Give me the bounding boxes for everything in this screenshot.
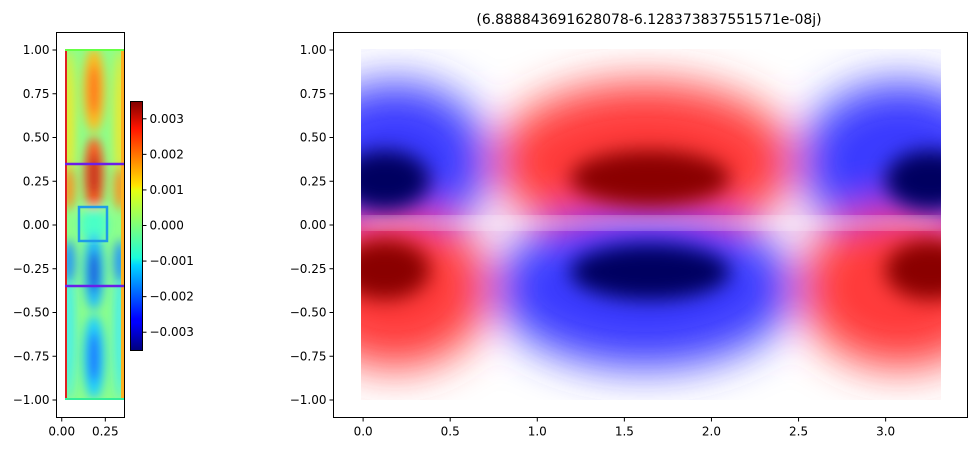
right-x-tick-label: 0.5 bbox=[441, 425, 460, 439]
left-y-tick-label: −0.75 bbox=[13, 349, 50, 363]
left-y-tick-label: 0.50 bbox=[23, 131, 50, 145]
left-x-tick-label: 0.00 bbox=[48, 425, 75, 439]
right-x-tick-label: 2.5 bbox=[789, 425, 808, 439]
right-chart-title: (6.888843691628078-6.128373837551571e-08… bbox=[476, 12, 821, 28]
colorbar-gradient bbox=[130, 101, 142, 350]
right-x-tick-label: 2.0 bbox=[702, 425, 721, 439]
colorbar-tick-label: 0.001 bbox=[150, 183, 184, 197]
colorbar-tick-label: 0.002 bbox=[150, 147, 184, 161]
colorbar-tick-label: 0.003 bbox=[150, 112, 184, 126]
left-y-tick-label: 0.75 bbox=[23, 87, 50, 101]
right-heatmap-panel: (6.888843691628078-6.128373837551571e-08… bbox=[290, 12, 968, 439]
left-y-tick-label: 0.00 bbox=[23, 218, 50, 232]
right-x-tick-label: 0.0 bbox=[354, 425, 373, 439]
right-y-tick-label: −0.75 bbox=[290, 349, 327, 363]
right-x-tick-label: 3.0 bbox=[876, 425, 895, 439]
left-heatmap-panel: 1.00 0.75 0.50 0.25 0.00 −0.25 −0.50 −0.75 −1.00… bbox=[13, 32, 125, 439]
left-y-axis: 1.00 0.75 0.50 0.25 0.00 −0.25 −0.50 −0.75 −1.00 bbox=[13, 43, 57, 407]
right-y-tick-label: 1.00 bbox=[300, 43, 327, 57]
colorbar-tick-label: −0.001 bbox=[150, 254, 194, 268]
probe-box bbox=[77, 205, 109, 243]
right-y-tick-label: −1.00 bbox=[290, 393, 327, 407]
right-y-tick-label: 0.75 bbox=[300, 87, 327, 101]
left-x-tick-label: 0.25 bbox=[92, 425, 119, 439]
left-y-tick-label: 1.00 bbox=[23, 43, 50, 57]
right-y-tick-label: 0.00 bbox=[300, 218, 327, 232]
right-y-axis: 1.00 0.75 0.50 0.25 0.00 −0.25 −0.50 −0.75 −1.00 bbox=[290, 43, 334, 407]
right-x-axis: 0.0 0.5 1.0 1.5 2.0 2.5 3.0 bbox=[354, 417, 895, 439]
right-heatmap-image bbox=[361, 49, 941, 400]
colorbar-ticks: 0.003 0.002 0.001 0.000 −0.001 −0.002 −0.003 bbox=[142, 112, 194, 339]
left-y-tick-label: −1.00 bbox=[13, 393, 50, 407]
colorbar: 0.003 0.002 0.001 0.000 −0.001 −0.002 −0.003 bbox=[130, 101, 194, 351]
colorbar-tick-label: −0.002 bbox=[150, 290, 194, 304]
colorbar-tick-label: 0.000 bbox=[150, 219, 184, 233]
right-x-tick-label: 1.5 bbox=[615, 425, 634, 439]
left-y-tick-label: −0.50 bbox=[13, 306, 50, 320]
left-x-axis: 0.00 0.25 bbox=[48, 417, 119, 439]
left-heatmap-image bbox=[65, 49, 124, 400]
colorbar-tick-label: −0.003 bbox=[150, 325, 194, 339]
right-y-tick-label: −0.50 bbox=[290, 306, 327, 320]
right-x-tick-label: 1.0 bbox=[528, 425, 547, 439]
left-y-tick-label: 0.25 bbox=[23, 174, 50, 188]
left-y-tick-label: −0.25 bbox=[13, 262, 50, 276]
right-y-tick-label: 0.25 bbox=[300, 174, 327, 188]
right-y-tick-label: −0.25 bbox=[290, 262, 327, 276]
right-y-tick-label: 0.50 bbox=[300, 131, 327, 145]
